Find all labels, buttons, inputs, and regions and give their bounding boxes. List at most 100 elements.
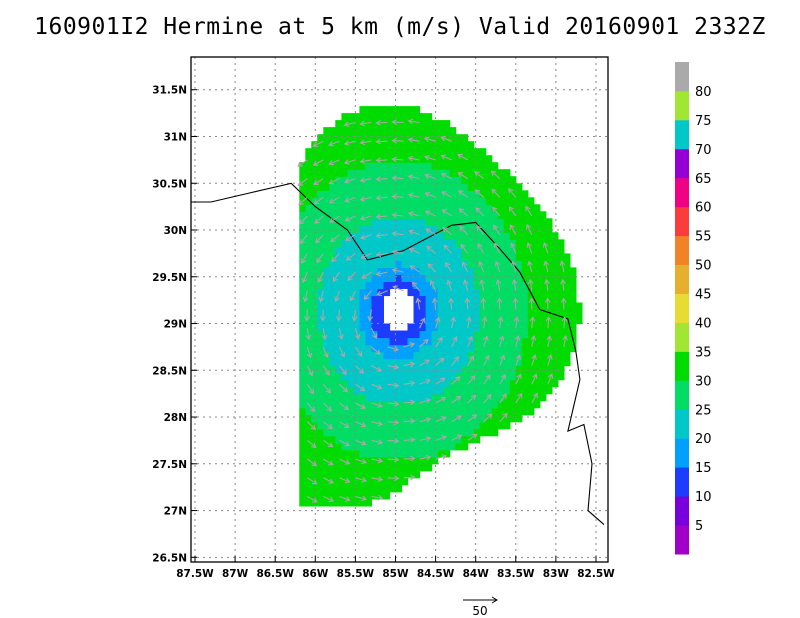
wind-vector-head — [407, 174, 414, 180]
field-cell — [377, 232, 384, 240]
field-cell — [377, 302, 384, 311]
field-cell — [377, 295, 384, 304]
wind-vector-head — [314, 218, 320, 224]
field-cell — [317, 400, 324, 409]
field-cell — [353, 134, 360, 142]
field-cell — [491, 351, 499, 360]
wind-vector-head — [376, 366, 383, 372]
wind-vector — [387, 402, 399, 405]
wind-vector-head — [340, 352, 346, 358]
field-cell — [407, 386, 415, 395]
field-cell — [377, 134, 384, 142]
field-cell — [431, 358, 439, 367]
wind-vector-head — [529, 316, 536, 322]
field-cell — [473, 253, 481, 261]
field-cell — [485, 295, 493, 304]
field-cell — [389, 260, 397, 268]
wind-vector-head — [360, 403, 367, 409]
field-cell — [425, 232, 433, 240]
field-cell — [455, 414, 463, 423]
field-cell — [551, 337, 559, 346]
field-cell — [317, 141, 324, 149]
field-cell — [335, 393, 342, 402]
wind-vector-head — [375, 176, 381, 182]
wind-vector-head — [360, 440, 367, 446]
field-cell — [455, 155, 463, 163]
field-cell — [545, 246, 553, 254]
field-cell — [425, 155, 433, 163]
field-cell — [305, 463, 312, 472]
field-cell — [419, 393, 427, 402]
field-cell — [305, 295, 312, 304]
field-cell — [329, 400, 336, 409]
wind-vector-head — [408, 229, 414, 235]
field-cell — [353, 463, 360, 472]
field-cell — [497, 372, 505, 381]
field-cell — [521, 337, 529, 346]
wind-vector — [301, 253, 308, 264]
field-cell — [419, 183, 427, 191]
field-cell — [479, 253, 487, 261]
field-cell — [449, 267, 457, 275]
field-cell — [311, 316, 318, 325]
field-cell — [329, 162, 336, 170]
field-cell — [389, 120, 397, 128]
field-cell — [425, 358, 433, 367]
colorbar-swatch — [675, 148, 689, 179]
field-cell — [365, 484, 372, 493]
wind-vector-head — [375, 213, 381, 220]
field-cell — [329, 246, 336, 254]
field-cell — [365, 239, 372, 247]
field-cell — [533, 232, 541, 240]
field-cell — [485, 232, 493, 240]
field-cell — [365, 288, 372, 297]
wind-vector — [300, 234, 308, 244]
wind-vector — [332, 271, 340, 282]
field-cell — [317, 498, 324, 507]
wind-vector-head — [361, 495, 368, 502]
field-cell — [563, 274, 571, 282]
field-cell — [359, 358, 366, 367]
wind-vector — [376, 140, 388, 143]
field-cell — [485, 211, 493, 219]
field-cell — [509, 393, 517, 402]
field-cell — [389, 113, 397, 121]
field-cell — [515, 358, 523, 367]
field-cell — [485, 218, 493, 226]
field-cell — [563, 344, 571, 353]
field-cell — [341, 428, 348, 437]
wind-vector — [355, 383, 365, 391]
wind-vector-head — [394, 438, 400, 444]
field-cell — [311, 428, 318, 437]
field-cell — [347, 218, 354, 226]
field-cell — [419, 309, 427, 318]
wind-vector — [478, 261, 485, 273]
field-cell — [437, 344, 445, 353]
field-cell — [389, 421, 397, 430]
field-cell — [371, 204, 378, 212]
field-cell — [449, 155, 457, 163]
wind-vector — [330, 234, 340, 243]
field-cell — [563, 351, 571, 360]
field-cell — [371, 393, 378, 402]
wind-vector-head — [424, 359, 431, 365]
field-cell — [365, 253, 372, 261]
field-cell — [407, 218, 415, 226]
field-cell — [341, 309, 348, 318]
field-cell — [515, 183, 523, 191]
reference-label: 50 — [472, 604, 487, 618]
field-cell — [491, 190, 499, 198]
field-cell — [365, 372, 372, 381]
field-cell — [545, 302, 553, 311]
field-cell — [317, 351, 324, 360]
field-cell — [485, 330, 493, 339]
field-cell — [557, 358, 565, 367]
field-cell — [557, 288, 565, 297]
wind-vector-head — [391, 267, 398, 274]
colorbar-label: 70 — [695, 143, 712, 158]
field-cell — [407, 141, 415, 149]
wind-vector — [387, 383, 399, 387]
wind-vector — [562, 279, 565, 291]
field-cell — [461, 155, 469, 163]
wind-vector — [457, 154, 468, 161]
